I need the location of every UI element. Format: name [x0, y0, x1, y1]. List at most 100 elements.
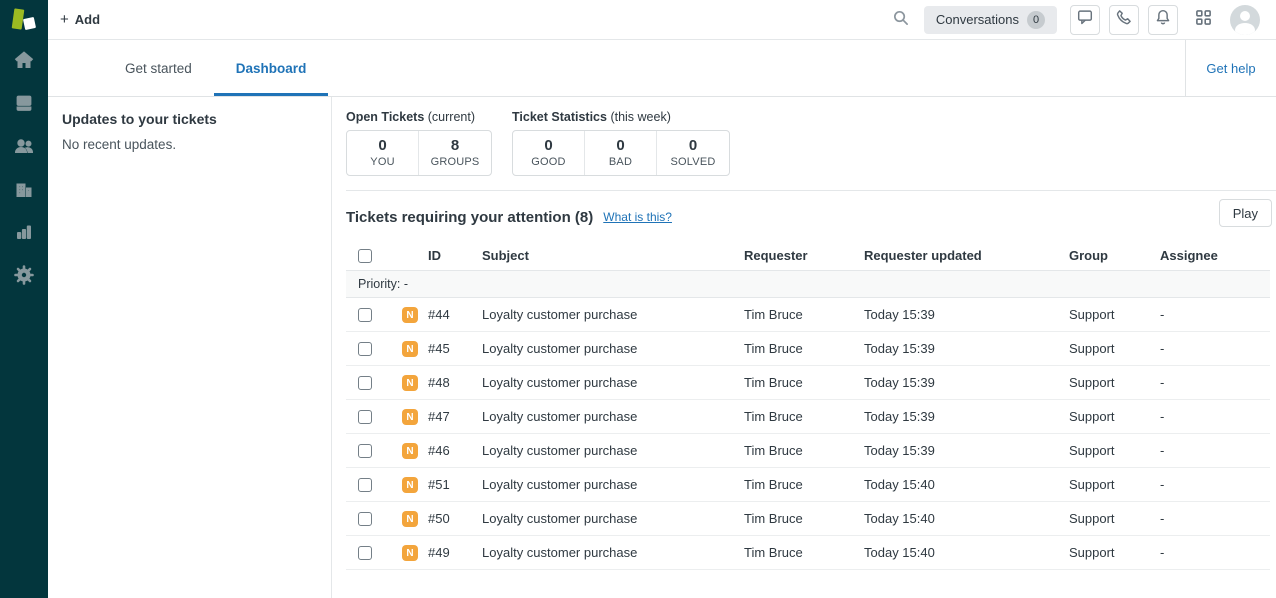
customers-icon [13, 136, 35, 161]
row-checkbox[interactable] [358, 308, 372, 323]
get-help-link[interactable]: Get help [1206, 60, 1256, 76]
row-checkbox[interactable] [358, 376, 372, 391]
ticket-subject-link[interactable]: Loyalty customer purchase [482, 545, 638, 560]
talk-button[interactable] [1109, 4, 1139, 35]
status-badge-new: N [402, 409, 418, 426]
stat-bad[interactable]: 0 BAD [585, 131, 657, 175]
ticket-subject-link[interactable]: Loyalty customer purchase [482, 511, 638, 526]
search-icon [892, 9, 909, 31]
ticket-subject-link[interactable]: Loyalty customer purchase [482, 307, 638, 322]
col-requester[interactable]: Requester [744, 247, 808, 263]
ticket-requester-updated: Today 15:39 [864, 375, 935, 390]
home-icon [14, 50, 34, 75]
ticket-statistics-subtitle: (this week) [610, 110, 671, 124]
table-row[interactable]: N #46 Loyalty customer purchase Tim Bruc… [346, 434, 1270, 468]
table-row[interactable]: N #50 Loyalty customer purchase Tim Bruc… [346, 502, 1270, 536]
ticket-subject-link[interactable]: Loyalty customer purchase [482, 375, 638, 390]
ticket-id: #49 [428, 545, 450, 560]
open-tickets-title: Open Tickets [346, 110, 425, 124]
ticket-group: Support [1069, 307, 1115, 322]
open-tickets-group: Open Tickets (current) 0 YOU 8 GROUPS [346, 110, 492, 176]
ticket-id: #48 [428, 375, 450, 390]
ticket-id: #45 [428, 341, 450, 356]
col-subject[interactable]: Subject [482, 247, 529, 263]
stat-open-groups[interactable]: 8 GROUPS [430, 137, 480, 168]
ticket-subject-link[interactable]: Loyalty customer purchase [482, 477, 638, 492]
sidebar-item-home[interactable] [8, 50, 40, 75]
row-checkbox[interactable] [358, 410, 372, 425]
sidebar-item-customers[interactable] [8, 138, 40, 158]
col-assignee[interactable]: Assignee [1160, 247, 1218, 263]
tickets-table: ID Subject Requester Requester updated G… [346, 240, 1270, 570]
row-checkbox[interactable] [358, 478, 372, 493]
search-button[interactable] [887, 6, 915, 34]
products-button[interactable] [1189, 6, 1217, 34]
status-badge-new: N [402, 477, 418, 494]
table-row[interactable]: N #44 Loyalty customer purchase Tim Bruc… [346, 298, 1270, 332]
status-badge-new: N [402, 545, 418, 562]
ticket-group: Support [1069, 477, 1115, 492]
ticket-requester-updated: Today 15:39 [864, 307, 935, 322]
ticket-assignee: - [1160, 545, 1165, 560]
ticket-group: Support [1069, 545, 1115, 560]
attention-title: Tickets requiring your attention (8) [346, 208, 594, 226]
tab-dashboard[interactable]: Dashboard [213, 40, 329, 96]
table-row[interactable]: N #45 Loyalty customer purchase Tim Bruc… [346, 332, 1270, 366]
phone-icon [1115, 8, 1133, 31]
table-row[interactable]: N #48 Loyalty customer purchase Tim Bruc… [346, 366, 1270, 400]
sidebar-item-admin[interactable] [8, 264, 40, 287]
stat-good[interactable]: 0 GOOD [513, 131, 585, 175]
ticket-statistics-title: Ticket Statistics [512, 110, 607, 124]
add-button[interactable]: + Add [60, 12, 100, 27]
ticket-group: Support [1069, 375, 1115, 390]
add-button-label: Add [74, 12, 101, 27]
ticket-subject-link[interactable]: Loyalty customer purchase [482, 341, 638, 356]
ticket-requester-updated: Today 15:40 [864, 511, 935, 526]
ticket-requester-updated: Today 15:39 [864, 443, 935, 458]
ticket-id: #51 [428, 477, 450, 492]
zendesk-logo[interactable] [0, 0, 48, 40]
grid-icon [1195, 9, 1212, 31]
chat-button[interactable] [1070, 4, 1100, 35]
sidebar-item-reporting[interactable] [8, 224, 40, 244]
play-button[interactable]: Play [1218, 199, 1272, 227]
row-checkbox[interactable] [358, 342, 372, 357]
updates-panel: Updates to your tickets No recent update… [48, 97, 332, 598]
stat-solved[interactable]: 0 SOLVED [670, 137, 716, 168]
sidebar-item-organizations[interactable] [8, 181, 40, 201]
status-badge-new: N [402, 511, 418, 528]
stats-section: Open Tickets (current) 0 YOU 8 GROUPS Ti… [332, 97, 1276, 176]
user-avatar[interactable] [1230, 4, 1260, 35]
ticket-subject-link[interactable]: Loyalty customer purchase [482, 409, 638, 424]
ticket-requester: Tim Bruce [744, 409, 803, 424]
main-content: Open Tickets (current) 0 YOU 8 GROUPS Ti… [332, 97, 1276, 598]
ticket-assignee: - [1160, 341, 1165, 356]
notifications-button[interactable] [1148, 4, 1178, 35]
select-all-checkbox[interactable] [358, 248, 372, 263]
col-group[interactable]: Group [1069, 247, 1108, 263]
table-row[interactable]: N #51 Loyalty customer purchase Tim Bruc… [346, 468, 1270, 502]
views-icon [14, 93, 34, 118]
top-bar: + Add Conversations 0 [48, 0, 1276, 40]
ticket-group: Support [1069, 443, 1115, 458]
tab-get-started[interactable]: Get started [125, 60, 192, 76]
table-row[interactable]: N #49 Loyalty customer purchase Tim Bruc… [346, 536, 1270, 570]
updates-empty-message: No recent updates. [62, 137, 177, 152]
conversations-label: Conversations [935, 12, 1019, 27]
avatar-person-icon [1240, 10, 1250, 21]
row-checkbox[interactable] [358, 512, 372, 527]
ticket-subject-link[interactable]: Loyalty customer purchase [482, 443, 638, 458]
stat-open-you[interactable]: 0 YOU [347, 131, 419, 175]
logo-white-shape [22, 16, 37, 31]
col-requester-updated[interactable]: Requester updated [864, 247, 982, 263]
row-checkbox[interactable] [358, 444, 372, 459]
row-checkbox[interactable] [358, 546, 372, 561]
bell-icon [1154, 8, 1172, 31]
organizations-icon [14, 179, 34, 204]
table-row[interactable]: N #47 Loyalty customer purchase Tim Bruc… [346, 400, 1270, 434]
sidebar-item-views[interactable] [8, 95, 40, 115]
conversations-button[interactable]: Conversations 0 [923, 5, 1057, 34]
col-id[interactable]: ID [428, 247, 441, 263]
what-is-this-link[interactable]: What is this? [603, 210, 672, 224]
status-badge-new: N [402, 307, 418, 324]
